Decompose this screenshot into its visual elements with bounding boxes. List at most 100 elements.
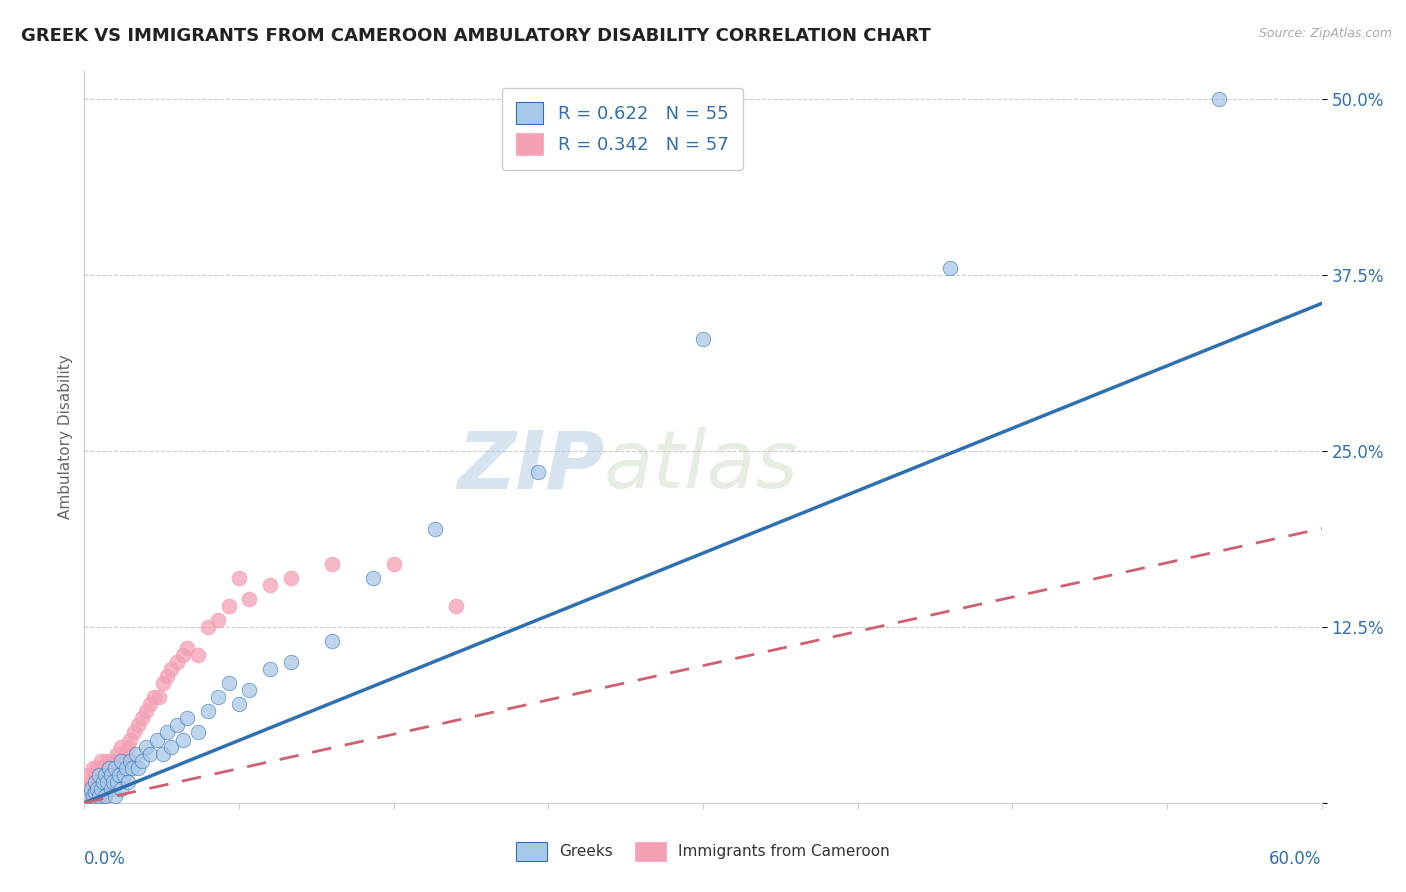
Point xyxy=(98,761,121,775)
Point xyxy=(382,557,405,571)
Point xyxy=(259,662,281,676)
Point xyxy=(228,571,250,585)
Point xyxy=(104,789,127,803)
Point xyxy=(77,789,100,803)
Text: 0.0%: 0.0% xyxy=(84,850,127,868)
Point xyxy=(187,725,209,739)
Point xyxy=(228,698,250,712)
Point xyxy=(103,754,125,768)
Point xyxy=(172,732,194,747)
Point xyxy=(100,781,122,796)
Point xyxy=(105,774,128,789)
Point xyxy=(187,648,209,662)
Point xyxy=(79,781,101,796)
Legend: Greeks, Immigrants from Cameroon: Greeks, Immigrants from Cameroon xyxy=(509,834,897,868)
Point xyxy=(156,669,179,683)
Point xyxy=(87,789,110,803)
Text: Source: ZipAtlas.com: Source: ZipAtlas.com xyxy=(1258,27,1392,40)
Point xyxy=(238,591,260,606)
Point xyxy=(121,761,143,775)
Point xyxy=(160,662,183,676)
Point xyxy=(94,789,117,803)
Point xyxy=(423,521,446,535)
Point xyxy=(118,732,141,747)
Point xyxy=(79,774,101,789)
Text: 60.0%: 60.0% xyxy=(1270,850,1322,868)
Point xyxy=(94,767,117,781)
Point xyxy=(104,761,127,775)
Point xyxy=(444,599,467,613)
Point xyxy=(103,774,125,789)
Point xyxy=(108,761,131,775)
Point xyxy=(280,571,302,585)
Point xyxy=(321,634,343,648)
Point xyxy=(166,718,188,732)
Point xyxy=(172,648,194,662)
Point xyxy=(91,774,114,789)
Point xyxy=(218,599,240,613)
Point xyxy=(91,774,114,789)
Point xyxy=(1208,93,1230,107)
Point xyxy=(238,683,260,698)
Point xyxy=(75,789,97,803)
Point xyxy=(692,332,714,346)
Point xyxy=(197,620,219,634)
Point xyxy=(96,754,118,768)
Text: ZIP: ZIP xyxy=(457,427,605,506)
Point xyxy=(91,761,114,775)
Point xyxy=(82,781,104,796)
Point xyxy=(218,676,240,690)
Y-axis label: Ambulatory Disability: Ambulatory Disability xyxy=(58,355,73,519)
Point xyxy=(83,789,105,803)
Point xyxy=(127,761,149,775)
Point xyxy=(98,774,121,789)
Point xyxy=(87,789,110,803)
Point xyxy=(86,781,108,796)
Point xyxy=(939,261,962,276)
Point xyxy=(83,767,105,781)
Point xyxy=(86,781,108,796)
Point xyxy=(79,789,101,803)
Point xyxy=(87,767,110,781)
Point xyxy=(135,705,157,719)
Point xyxy=(259,578,281,592)
Point xyxy=(117,739,139,754)
Point xyxy=(82,761,104,775)
Point xyxy=(110,781,132,796)
Point xyxy=(105,747,128,761)
Point xyxy=(127,718,149,732)
Point xyxy=(143,690,166,705)
Point xyxy=(361,571,384,585)
Point xyxy=(117,774,139,789)
Point xyxy=(321,557,343,571)
Point xyxy=(90,754,112,768)
Point xyxy=(100,767,122,781)
Point xyxy=(152,676,174,690)
Point xyxy=(139,698,162,712)
Point xyxy=(114,761,136,775)
Point xyxy=(82,789,104,803)
Point xyxy=(131,711,153,725)
Point xyxy=(156,725,179,739)
Point xyxy=(77,781,100,796)
Point xyxy=(207,613,229,627)
Point xyxy=(90,781,112,796)
Point xyxy=(139,747,162,761)
Point xyxy=(207,690,229,705)
Point xyxy=(94,767,117,781)
Point xyxy=(135,739,157,754)
Point xyxy=(125,747,148,761)
Text: GREEK VS IMMIGRANTS FROM CAMEROON AMBULATORY DISABILITY CORRELATION CHART: GREEK VS IMMIGRANTS FROM CAMEROON AMBULA… xyxy=(21,27,931,45)
Point xyxy=(87,767,110,781)
Point xyxy=(110,739,132,754)
Point xyxy=(104,761,127,775)
Point xyxy=(110,754,132,768)
Point xyxy=(118,754,141,768)
Point xyxy=(176,641,198,656)
Point xyxy=(197,705,219,719)
Point xyxy=(112,754,135,768)
Point xyxy=(176,711,198,725)
Point xyxy=(280,655,302,669)
Point xyxy=(90,781,112,796)
Point xyxy=(83,774,105,789)
